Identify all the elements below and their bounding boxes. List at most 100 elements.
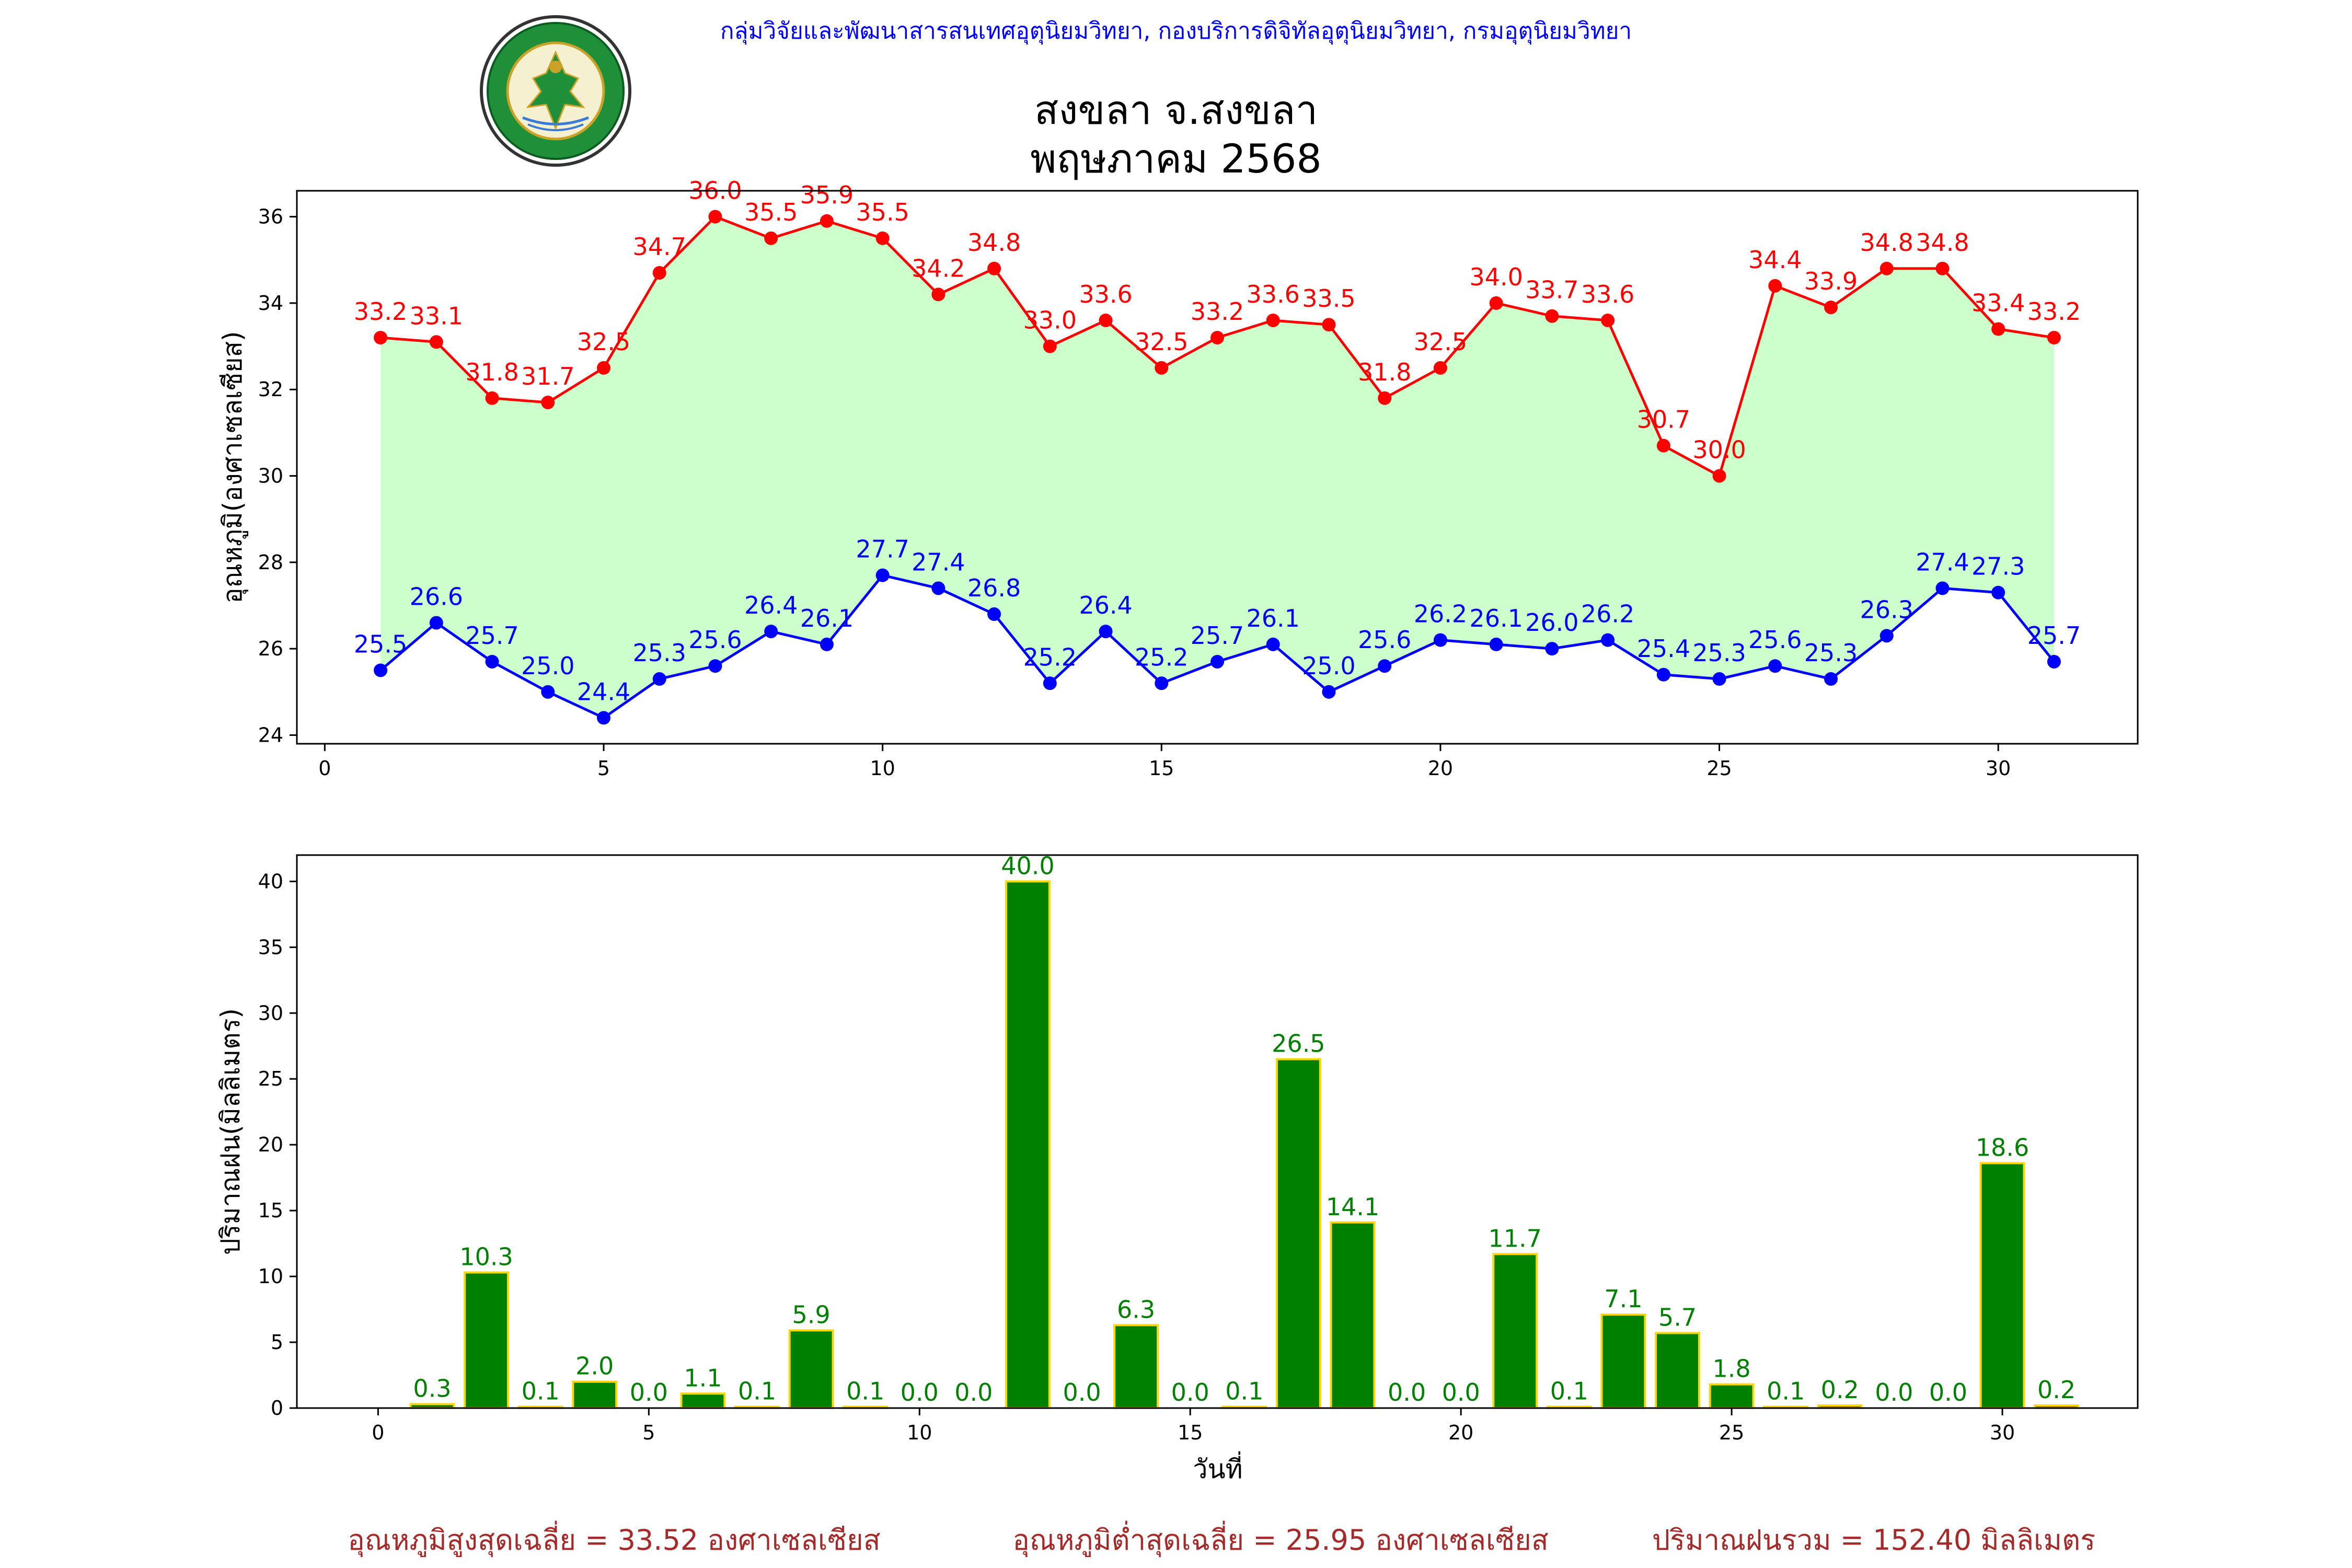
- min-temperature-point: [1433, 633, 1447, 647]
- rainfall-label: 18.6: [1976, 1133, 2029, 1161]
- rainfall-y-tick-label: 30: [258, 1001, 283, 1024]
- rainfall-y-tick-label: 25: [258, 1067, 283, 1090]
- temperature-plot-frame: [296, 190, 2139, 745]
- max-temperature-point: [1322, 318, 1336, 332]
- rainfall-label: 0.1: [846, 1377, 884, 1405]
- rainfall-chart: 0 5 10 15 20 25 30 0 5 10 15 20 25 30 35 40 0.3 10.3 0.1 2…: [215, 851, 2139, 1484]
- temperature-range-fill: [381, 216, 2054, 718]
- rainfall-bar: [1600, 1313, 1646, 1410]
- min-temperature-point: [1545, 642, 1559, 656]
- min-temperature-point: [1768, 659, 1782, 673]
- min-temperature-label: 25.2: [1023, 643, 1077, 671]
- max-temperature-point: [1210, 331, 1224, 345]
- rainfall-label: 5.9: [792, 1300, 831, 1329]
- max-temperature-point: [1991, 322, 2005, 336]
- max-temperature-label: 32.5: [577, 328, 630, 356]
- rainfall-label: 0.0: [954, 1378, 993, 1406]
- rainfall-x-tick-label: 30: [1990, 1421, 2015, 1444]
- min-temperature-label: 25.7: [465, 621, 518, 650]
- min-temperature-label: 25.6: [1358, 626, 1411, 654]
- rainfall-x-tick-label: 25: [1719, 1421, 1744, 1444]
- max-temperature-label: 31.7: [521, 362, 574, 390]
- max-temperature-point: [1378, 391, 1392, 405]
- max-temperature-point: [1880, 261, 1894, 275]
- max-temperature-point: [987, 261, 1001, 275]
- min-temperature-label: 25.0: [1302, 652, 1355, 680]
- max-temperature-label: 34.0: [1469, 263, 1523, 291]
- rainfall-label: 0.0: [1171, 1378, 1209, 1406]
- meteorological-department-logo: [480, 15, 631, 167]
- temperature-y-tick-label: 30: [258, 465, 283, 488]
- rainfall-bar: [1113, 1324, 1159, 1410]
- min-temperature-label: 27.3: [1971, 552, 2025, 581]
- max-temperature-label: 35.5: [744, 198, 798, 226]
- min-temperature-point: [1824, 672, 1838, 686]
- rainfall-x-tick-label: 15: [1178, 1421, 1203, 1444]
- min-temperature-point: [1935, 581, 1950, 595]
- max-temperature-point: [1155, 361, 1169, 375]
- min-temperature-label: 26.2: [1581, 600, 1634, 628]
- rainfall-bar: [1655, 1332, 1700, 1410]
- temperature-y-axis-label: อุณหภูมิ(องศาเซลเซียส): [217, 331, 248, 603]
- max-temperature-point: [1824, 301, 1838, 315]
- max-temperature-point: [1935, 261, 1950, 275]
- rainfall-label: 40.0: [1001, 851, 1054, 880]
- rainfall-bar: [1275, 1058, 1321, 1409]
- max-temperature-point: [652, 266, 666, 280]
- max-temperature-point: [1545, 309, 1559, 323]
- min-temperature-point: [875, 568, 890, 582]
- rainfall-y-tick-label: 20: [258, 1133, 283, 1156]
- rainfall-label: 0.2: [1821, 1376, 1859, 1404]
- temperature-axes: 0 5 10 15 20 25 30 24 26 28 30 32 34 36: [258, 205, 2011, 780]
- rainfall-y-axis-label: ปริมาณฝน(มิลลิเมตร): [215, 1008, 246, 1255]
- min-temperature-label: 25.6: [1748, 626, 1802, 654]
- max-temperature-point: [429, 335, 443, 349]
- min-temperature-point: [541, 685, 555, 699]
- max-temperature-point: [374, 331, 388, 345]
- max-temperature-label: 34.2: [912, 254, 965, 282]
- min-temperature-point: [820, 637, 834, 651]
- min-temperature-point: [931, 581, 946, 595]
- max-temperature-label: 33.7: [1525, 276, 1578, 304]
- max-temperature-label: 33.6: [1581, 280, 1634, 308]
- max-temperature-label: 33.6: [1247, 280, 1300, 308]
- temperature-x-tick-label: 15: [1149, 757, 1174, 780]
- temperature-y-tick-label: 28: [258, 551, 283, 574]
- temperature-y-tick-label: 32: [258, 378, 283, 401]
- max-temperature-label: 30.7: [1637, 406, 1690, 434]
- max-temperature-label: 33.5: [1302, 284, 1355, 313]
- rainfall-label: 0.0: [901, 1378, 939, 1406]
- max-temperature-point: [764, 231, 778, 245]
- max-temperature-point: [1712, 469, 1726, 483]
- min-temperature-label: 26.4: [1079, 591, 1132, 619]
- max-temperature-label: 31.8: [1358, 358, 1411, 386]
- max-temperature-point: [2047, 331, 2061, 345]
- rainfall-label: 2.0: [575, 1352, 614, 1380]
- rainfall-data-labels: 0.3 10.3 0.1 2.0 0.0 1.1 0.1 5.9 0.1 0.0 0.0 40.0 0.…: [413, 851, 2076, 1406]
- min-temperature-point: [1601, 633, 1615, 647]
- rainfall-y-tick-label: 35: [258, 936, 283, 959]
- temperature-y-tick-label: 24: [258, 723, 283, 746]
- min-temperature-point: [597, 711, 610, 725]
- min-temperature-point: [987, 607, 1001, 621]
- rainfall-label: 10.3: [459, 1243, 513, 1271]
- max-temperature-label: 31.8: [465, 358, 518, 386]
- rainfall-label: 7.1: [1604, 1285, 1642, 1313]
- rainfall-bar: [464, 1271, 509, 1409]
- min-temperature-label: 26.1: [800, 604, 854, 632]
- rainfall-label: 0.1: [738, 1377, 776, 1405]
- min-temperature-label: 25.7: [2027, 621, 2081, 650]
- min-temperature-label: 25.5: [354, 630, 407, 658]
- min-temperature-point: [429, 616, 443, 630]
- rainfall-y-tick-label: 5: [271, 1331, 283, 1354]
- rainfall-x-tick-label: 20: [1448, 1421, 1473, 1444]
- min-temperature-label: 25.2: [1135, 643, 1188, 671]
- rainfall-y-tick-label: 15: [258, 1199, 283, 1222]
- chart-title-month: พฤษภาคม 2568: [1030, 135, 1322, 182]
- summary-total-rain: ปริมาณฝนรวม = 152.40 มิลลิเมตร: [1652, 1524, 2095, 1557]
- min-temperature-label: 27.7: [856, 535, 909, 563]
- rainfall-label: 0.0: [630, 1378, 668, 1406]
- min-temperature-point: [708, 659, 722, 673]
- max-temperature-point: [931, 287, 946, 302]
